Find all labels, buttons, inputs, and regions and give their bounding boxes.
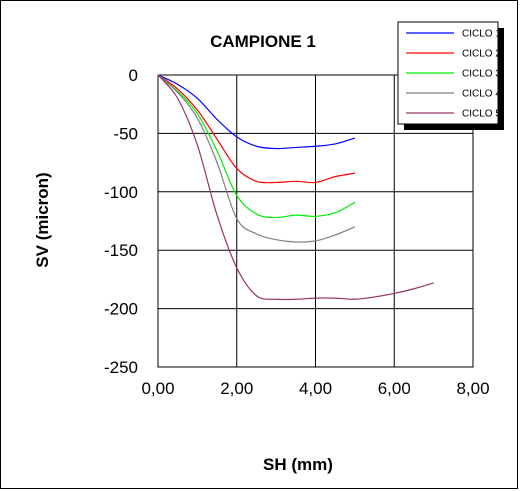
y-tick-label: -50 bbox=[113, 124, 138, 143]
x-tick-label: 0,00 bbox=[141, 379, 174, 398]
legend-label: CICLO 1 bbox=[462, 29, 501, 40]
x-tick-labels: 0,00 2,00 4,00 6,00 8,00 bbox=[141, 379, 489, 398]
y-tick-label: -200 bbox=[104, 300, 138, 319]
legend-label: CICLO 5 bbox=[462, 109, 501, 120]
series-line-ciclo-3 bbox=[157, 74, 356, 219]
x-tick-label: 4,00 bbox=[299, 379, 332, 398]
x-tick-label: 8,00 bbox=[456, 379, 489, 398]
y-tick-label: -150 bbox=[104, 241, 138, 260]
series-group bbox=[157, 74, 434, 301]
y-tick-label: -100 bbox=[104, 183, 138, 202]
legend-label: CICLO 4 bbox=[462, 89, 501, 100]
series-line-ciclo-2 bbox=[157, 74, 355, 184]
series-line-ciclo-1 bbox=[157, 74, 356, 150]
x-axis-label: SH (mm) bbox=[263, 455, 333, 474]
y-tick-labels: 0 -50 -100 -150 -200 -250 bbox=[104, 66, 138, 377]
y-tick-label: 0 bbox=[129, 66, 138, 85]
legend-label: CICLO 3 bbox=[462, 69, 501, 80]
x-tick-label: 6,00 bbox=[378, 379, 411, 398]
chart-title: CAMPIONE 1 bbox=[210, 32, 316, 51]
y-axis-label: SV (micron) bbox=[33, 172, 52, 267]
series-line-ciclo-5 bbox=[157, 74, 434, 301]
legend: CICLO 1 CICLO 2 CICLO 3 CICLO 4 CICLO 5 bbox=[406, 29, 501, 120]
series-line-ciclo-4 bbox=[157, 74, 356, 243]
legend-label: CICLO 2 bbox=[462, 49, 501, 60]
x-tick-label: 2,00 bbox=[220, 379, 253, 398]
y-tick-label: -250 bbox=[104, 358, 138, 377]
